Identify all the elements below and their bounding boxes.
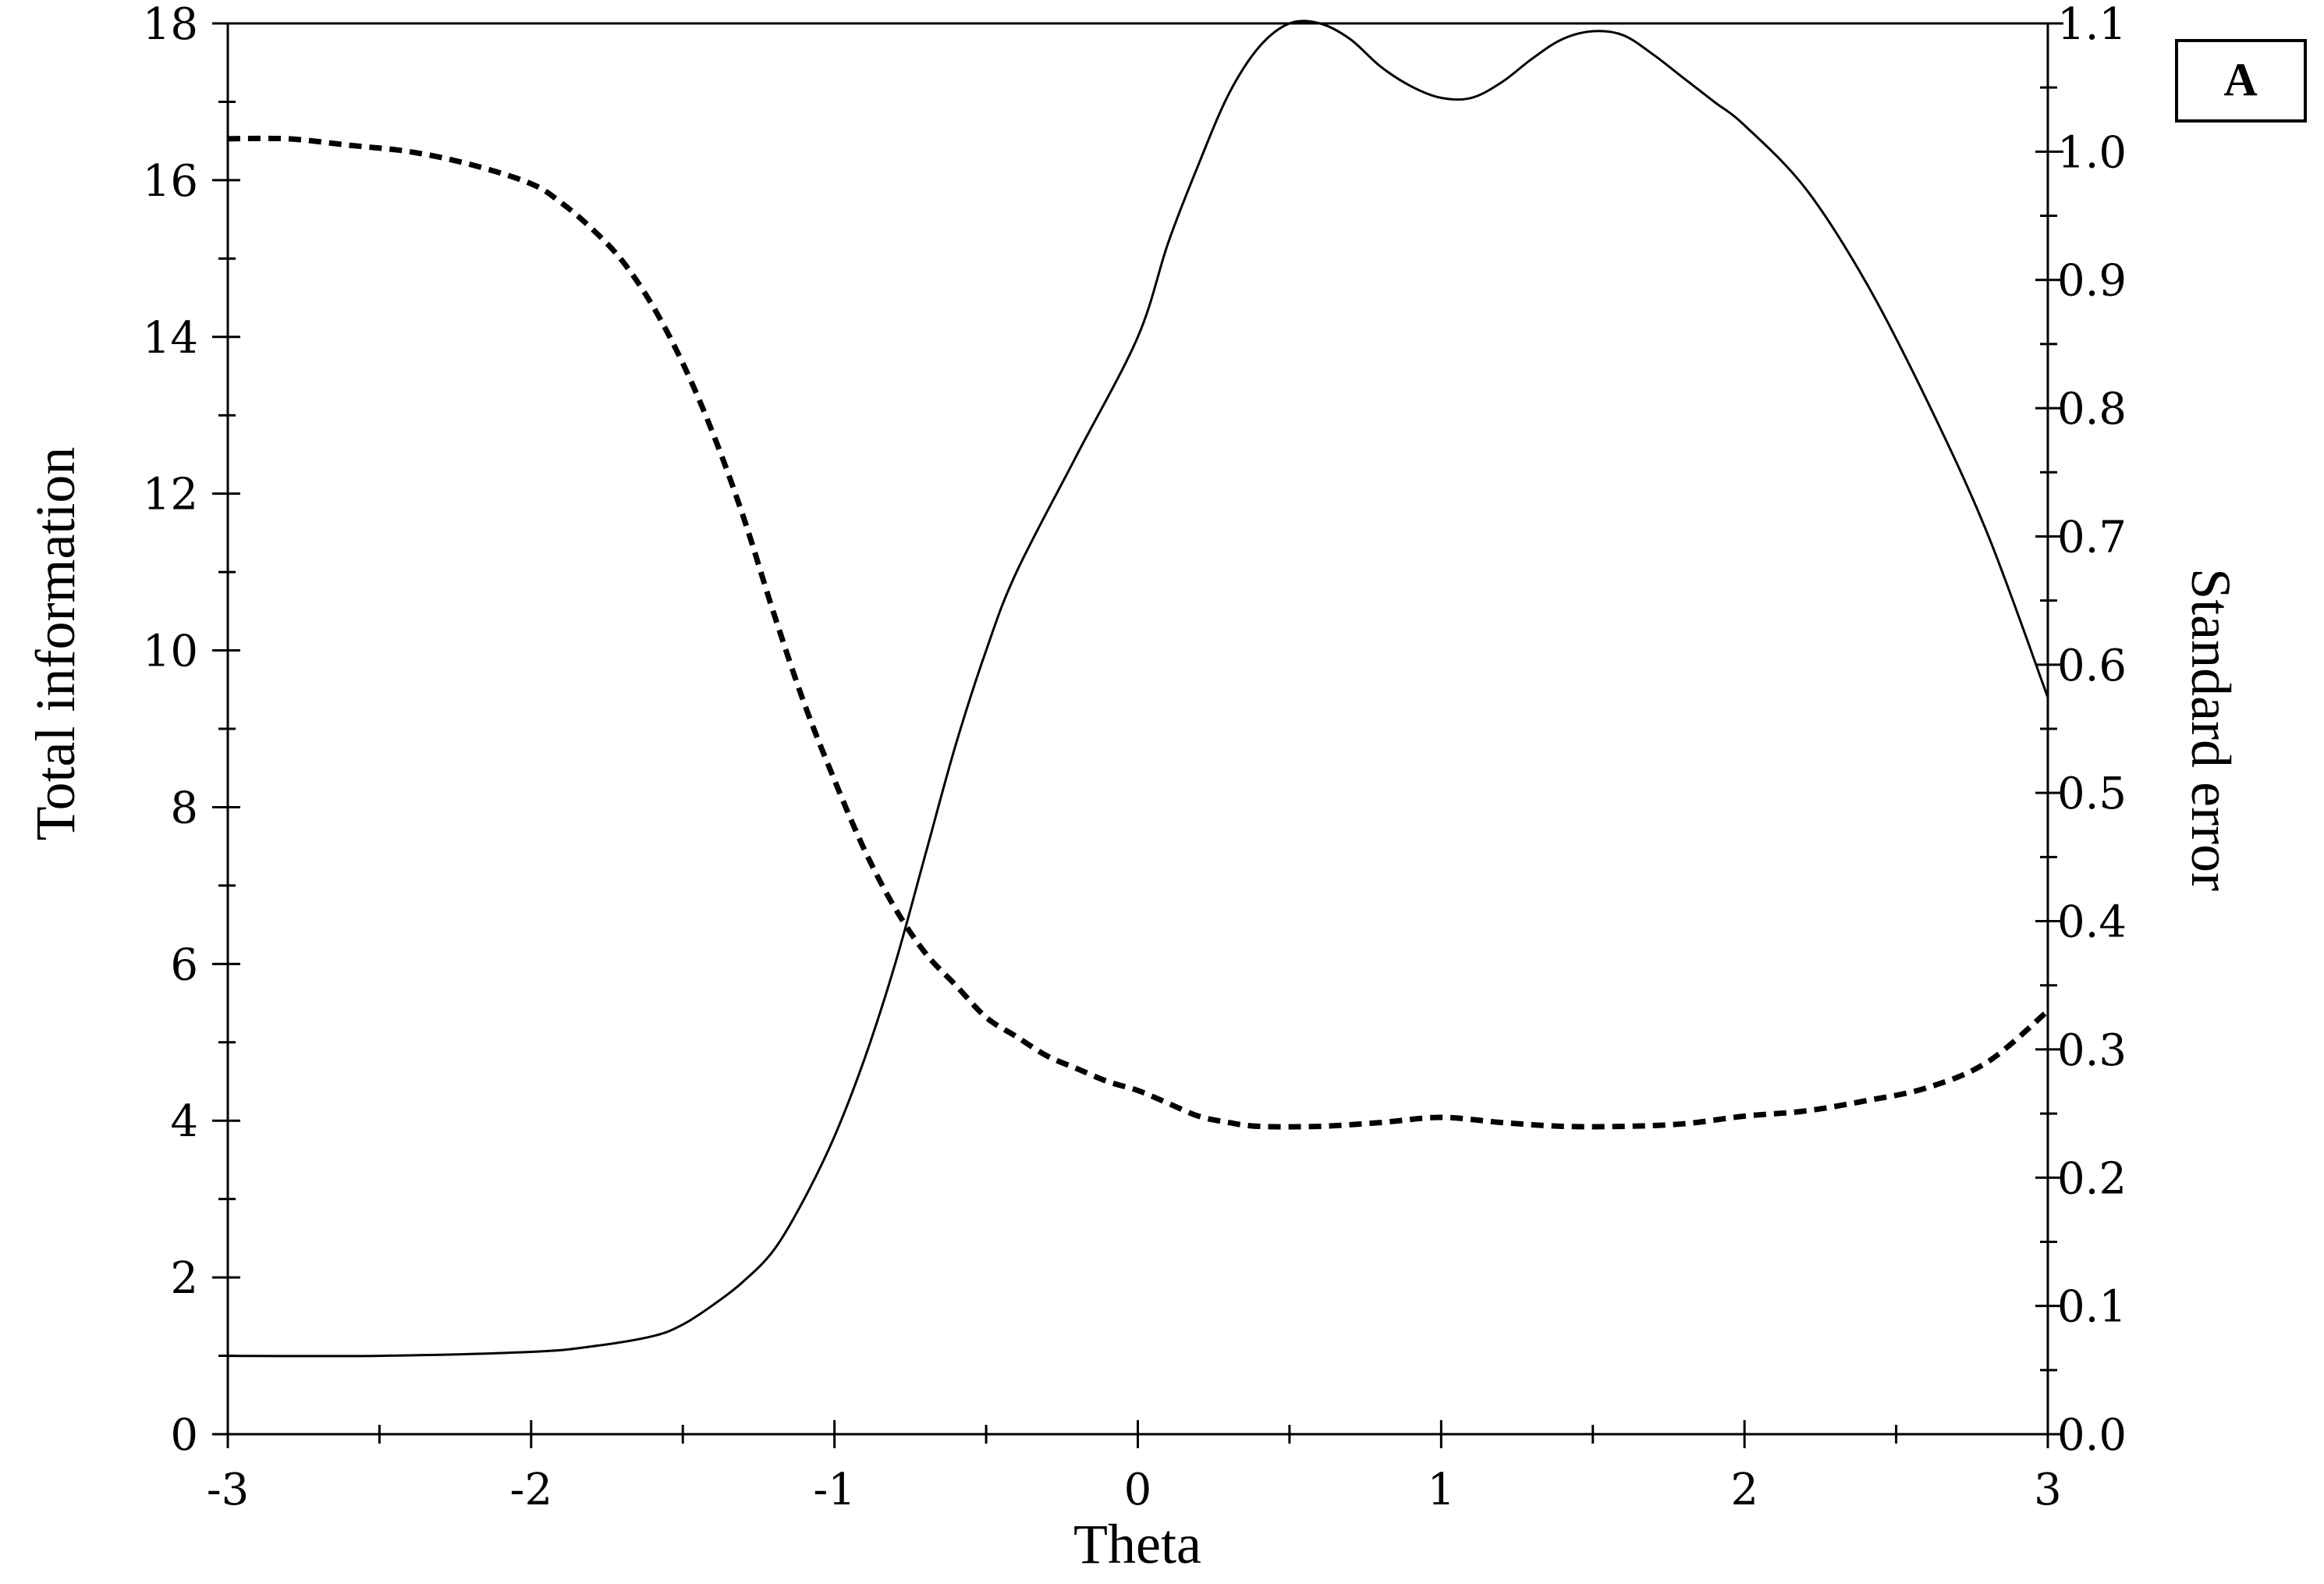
y-left-tick-label: 6 [170,939,198,990]
y-left-tick-label: 2 [170,1253,198,1304]
x-tick-label: -3 [207,1465,250,1515]
y-right-tick-label: 0.3 [2057,1025,2127,1076]
y-left-tick-label: 14 [143,313,198,364]
y-left-tick-label: 10 [143,627,198,677]
panel-label: A [2223,54,2257,105]
y-right-tick-label: 1.0 [2057,127,2127,178]
y-left-axis-ticks: 0 2 4 6 8 10 12 14 16 18 [143,0,240,1461]
series-layer [227,20,2050,1358]
panel-label-box [2175,39,2307,123]
x-axis-ticks: -3 -2 -1 0 1 2 3 [207,1420,2062,1515]
y-right-axis-title: Standard error [2180,568,2242,891]
y-left-tick-label: 16 [143,156,198,207]
y-left-tick-label: 8 [170,783,198,833]
y-right-tick-label: 0.8 [2057,384,2127,435]
y-left-tick-label: 0 [170,1410,198,1461]
total-information-line [227,20,2049,1358]
y-right-tick-label: 0.4 [2057,897,2127,948]
x-tick-label: -1 [813,1465,856,1515]
x-tick-label: 3 [2034,1465,2062,1515]
y-left-tick-label: 12 [143,470,198,520]
y-left-tick-label: 4 [170,1096,198,1147]
y-right-tick-label: 0.9 [2057,256,2127,307]
y-left-tick-label: 18 [143,0,198,50]
y-right-tick-label: 0.0 [2057,1410,2127,1461]
y-right-tick-label: 0.2 [2057,1153,2127,1204]
plot-frame [226,22,2049,1436]
y-right-tick-label: 0.7 [2057,512,2127,563]
y-right-tick-label: 0.6 [2057,641,2127,691]
standard-error-line [227,135,2050,1130]
x-tick-label: 0 [1124,1465,1152,1515]
y-right-tick-label: 0.1 [2057,1282,2127,1333]
y-right-axis-ticks: 0.0 0.1 0.2 0.3 0.4 0.5 0.6 0.7 0.8 0.9 1.0 1.1 [2035,0,2127,1461]
x-tick-label: 1 [1428,1465,1456,1515]
x-tick-label: 2 [1730,1465,1758,1515]
y-right-tick-label: 0.5 [2057,769,2127,819]
y-right-tick-label: 1.1 [2057,0,2127,50]
x-tick-label: -2 [510,1465,553,1515]
x-axis-title: Theta [1073,1513,1201,1575]
y-left-axis-title: Total information [24,447,87,841]
